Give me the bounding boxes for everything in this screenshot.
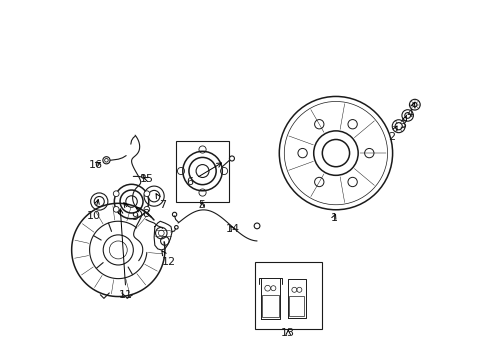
Text: 10: 10 [87, 199, 101, 221]
Bar [176, 140, 229, 202]
Bar [289, 296, 304, 316]
Text: 15: 15 [140, 174, 154, 184]
Text: 11: 11 [118, 209, 133, 301]
Bar [262, 295, 278, 318]
Text: 3: 3 [398, 115, 406, 130]
Text: 6: 6 [186, 163, 221, 187]
Circle shape [113, 207, 119, 212]
Text: 5: 5 [198, 200, 205, 210]
Text: 1: 1 [330, 213, 337, 222]
Text: 9: 9 [123, 203, 138, 221]
Text: 8: 8 [136, 207, 149, 220]
Text: 2: 2 [387, 126, 396, 142]
Circle shape [143, 207, 149, 212]
Text: 16: 16 [89, 159, 103, 170]
Text: 13: 13 [281, 328, 295, 338]
Text: 12: 12 [162, 251, 176, 267]
Text: 4: 4 [406, 103, 414, 119]
Text: 14: 14 [225, 225, 240, 234]
Circle shape [143, 191, 149, 197]
Bar [255, 262, 321, 329]
Text: 7: 7 [156, 194, 166, 210]
Circle shape [113, 191, 119, 197]
